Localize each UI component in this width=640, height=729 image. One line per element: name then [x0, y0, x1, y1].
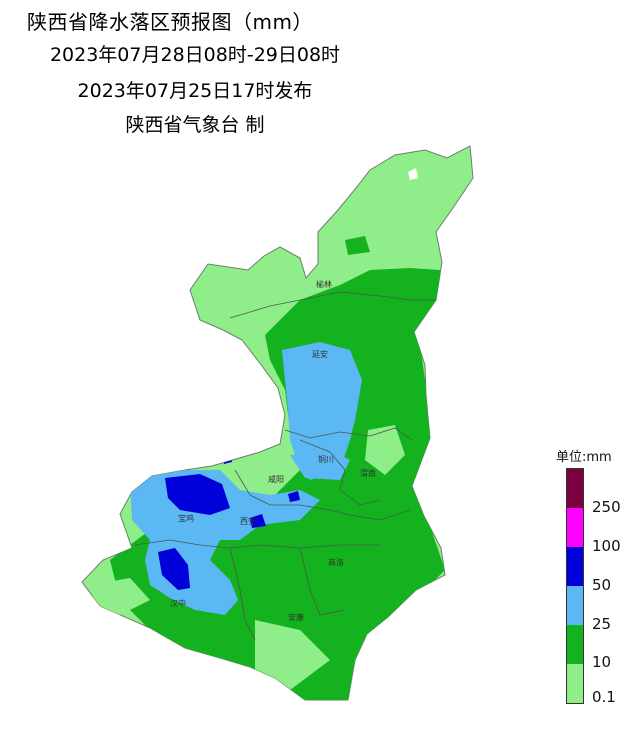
- rain-zone-50-100: [165, 474, 230, 515]
- legend-colorbar: [566, 468, 584, 704]
- legend-swatch: [567, 469, 583, 508]
- map-title: 陕西省降水落区预报图（mm）: [27, 10, 313, 34]
- city-label: 铜川: [318, 454, 334, 464]
- city-label: 咸阳: [268, 474, 284, 484]
- rain-zone-50-100: [288, 491, 300, 502]
- rain-zone-25-50: [282, 342, 362, 480]
- city-label: 安康: [288, 612, 304, 622]
- city-label: 延安: [312, 349, 328, 359]
- legend-label: 50: [592, 576, 612, 594]
- rain-zone-50-100: [250, 514, 266, 528]
- legend-label: 10: [592, 653, 612, 671]
- issue-time: 2023年07月25日17时发布: [77, 80, 313, 102]
- legend-title: 单位:mm: [556, 450, 612, 465]
- city-label: 商洛: [328, 557, 344, 567]
- city-label: 渭南: [360, 468, 376, 478]
- no-rain-patch: [408, 168, 418, 180]
- legend-label: 250: [592, 498, 621, 516]
- city-label: 汉中: [170, 598, 186, 608]
- city-label: 榆林: [316, 279, 332, 289]
- legend-swatch: [567, 508, 583, 547]
- city-label: 宝鸡: [178, 513, 194, 523]
- prefecture-boundaries: [134, 291, 436, 641]
- rain-zone-0-10: [90, 578, 150, 615]
- legend-swatch: [567, 625, 583, 664]
- legend-label: 25: [592, 615, 612, 633]
- rain-zone-10-25: [345, 236, 370, 255]
- legend-label: 100: [592, 537, 621, 555]
- rain-zone-50-100: [158, 548, 190, 590]
- rain-zone-0-10: [365, 425, 405, 475]
- legend-swatch: [567, 664, 583, 703]
- producer: 陕西省气象台 制: [125, 114, 265, 136]
- legend-swatch: [567, 547, 583, 586]
- forecast-period: 2023年07月28日08时-29日08时: [49, 44, 341, 66]
- city-label: 西安: [240, 516, 256, 526]
- legend-label: 0.1: [592, 688, 616, 706]
- rain-zone-0-10: [255, 620, 330, 690]
- legend-swatch: [567, 586, 583, 625]
